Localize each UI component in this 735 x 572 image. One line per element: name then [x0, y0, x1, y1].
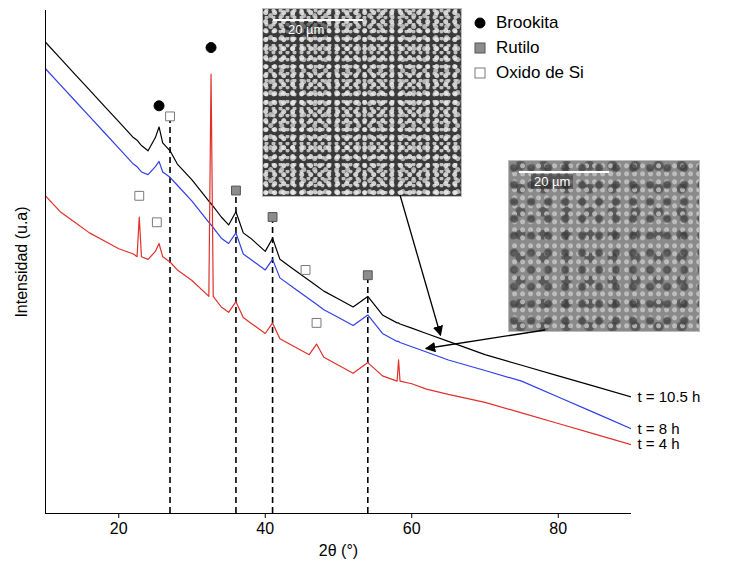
- svg-text:t = 4 h: t = 4 h: [638, 435, 680, 452]
- svg-text:Intensidad (u.a): Intensidad (u.a): [13, 206, 30, 317]
- svg-text:60: 60: [403, 520, 421, 537]
- svg-text:20: 20: [110, 520, 128, 537]
- svg-text:40: 40: [256, 520, 274, 537]
- html-text:Oxido de Si: Oxido de Si: [496, 62, 584, 82]
- html-text:20 µm: 20 µm: [288, 22, 325, 37]
- html-text:20 µm: 20 µm: [534, 174, 571, 189]
- html-text:Brookita: Brookita: [496, 12, 559, 32]
- svg-text:80: 80: [549, 520, 567, 537]
- svg-text:t = 10.5 h: t = 10.5 h: [638, 388, 701, 405]
- svg-text:t = 8 h: t = 8 h: [638, 420, 680, 437]
- svg-text:2θ (°): 2θ (°): [319, 542, 358, 559]
- html-text:Rutilo: Rutilo: [496, 37, 540, 57]
